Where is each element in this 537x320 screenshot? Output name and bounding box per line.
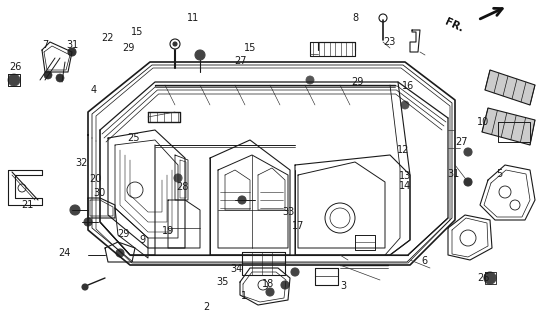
Circle shape: [195, 50, 205, 60]
Text: 31: 31: [448, 169, 460, 180]
Text: 23: 23: [383, 36, 396, 47]
Circle shape: [82, 284, 88, 290]
Text: 7: 7: [42, 40, 49, 50]
Text: 27: 27: [234, 56, 247, 66]
Text: FR.: FR.: [444, 17, 465, 34]
Circle shape: [266, 288, 274, 296]
Text: 19: 19: [162, 226, 174, 236]
Text: 9: 9: [139, 235, 146, 245]
Text: 15: 15: [130, 27, 143, 37]
Text: 30: 30: [93, 188, 105, 198]
Circle shape: [174, 174, 182, 182]
Text: 2: 2: [204, 302, 210, 312]
Circle shape: [8, 74, 20, 86]
Circle shape: [238, 196, 246, 204]
Text: 4: 4: [91, 85, 97, 95]
Text: 26: 26: [9, 62, 21, 72]
Text: 32: 32: [75, 157, 88, 168]
Text: 17: 17: [292, 220, 305, 231]
Text: 29: 29: [117, 229, 130, 239]
Circle shape: [56, 74, 64, 82]
Circle shape: [68, 48, 76, 56]
Polygon shape: [485, 70, 535, 105]
Text: 26: 26: [477, 273, 490, 284]
Text: 34: 34: [230, 264, 242, 275]
Text: 16: 16: [402, 81, 414, 92]
Text: 31: 31: [67, 40, 78, 50]
Text: 10: 10: [477, 116, 489, 127]
Circle shape: [291, 268, 299, 276]
Text: 15: 15: [244, 43, 256, 53]
Text: 6: 6: [421, 256, 427, 266]
Text: 22: 22: [101, 33, 114, 44]
Text: 5: 5: [496, 169, 503, 180]
Text: 13: 13: [400, 171, 411, 181]
Text: 14: 14: [400, 180, 411, 191]
Circle shape: [464, 148, 472, 156]
Text: 8: 8: [352, 12, 359, 23]
Circle shape: [401, 101, 409, 109]
Text: 3: 3: [340, 281, 347, 292]
Text: 28: 28: [176, 182, 189, 192]
Circle shape: [306, 76, 314, 84]
Text: 1: 1: [241, 291, 248, 301]
Circle shape: [484, 272, 496, 284]
Polygon shape: [482, 108, 535, 145]
Text: 35: 35: [216, 277, 229, 287]
Circle shape: [70, 205, 80, 215]
Text: 12: 12: [396, 145, 409, 156]
Text: 29: 29: [122, 43, 135, 53]
Text: 18: 18: [263, 279, 274, 289]
Text: 20: 20: [89, 174, 102, 184]
Text: 29: 29: [351, 76, 364, 87]
Text: 27: 27: [455, 137, 468, 148]
Text: 11: 11: [187, 12, 199, 23]
Circle shape: [84, 218, 92, 226]
Text: 33: 33: [282, 207, 294, 217]
Text: 25: 25: [127, 132, 140, 143]
Text: 21: 21: [21, 200, 34, 210]
Circle shape: [44, 71, 52, 79]
Circle shape: [116, 249, 124, 257]
Circle shape: [173, 42, 177, 46]
Text: 24: 24: [58, 248, 71, 258]
Circle shape: [281, 281, 289, 289]
Circle shape: [464, 178, 472, 186]
